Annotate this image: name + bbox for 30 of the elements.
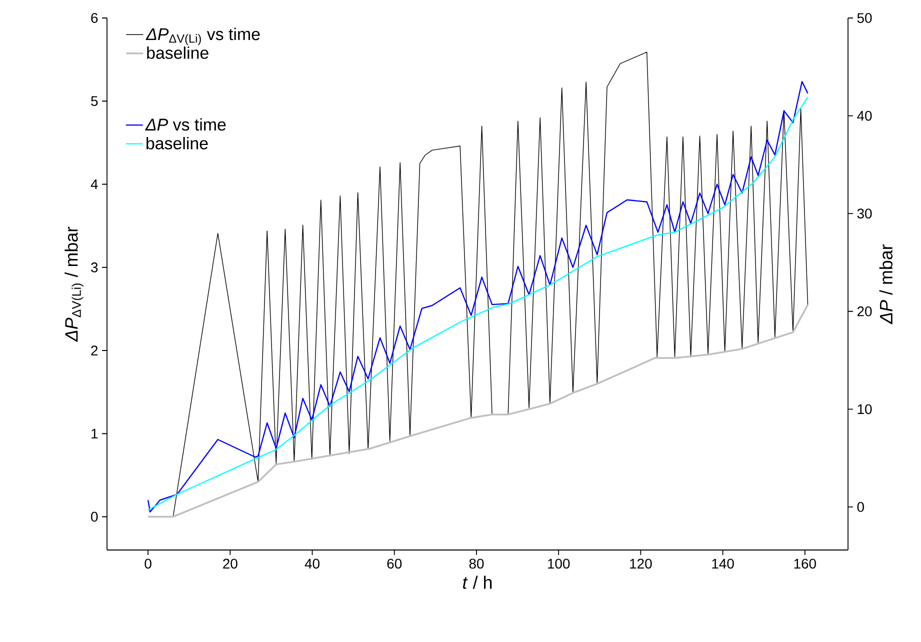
- line-series: [147, 304, 809, 518]
- x-tick-label: 60: [387, 558, 402, 569]
- y2-axis-title: ΔP / mbar: [879, 244, 893, 324]
- y-tick-label: 5: [91, 96, 98, 106]
- y-tick-label: 6: [91, 13, 98, 23]
- y2-tick-label: 10: [858, 404, 872, 414]
- x-tick-label: 120: [630, 558, 652, 569]
- x-tick-label: 160: [794, 558, 816, 569]
- y2-tick-label: 0: [857, 502, 864, 512]
- y2-tick-label: 50: [857, 13, 872, 23]
- y-tick-label: 0: [91, 512, 98, 522]
- legend-label: ΔP vs time: [145, 118, 226, 131]
- x-tick-label: 40: [304, 558, 320, 569]
- y-axis-title: ΔP$_{ΔV(Li)}$ / mbar: [64, 226, 84, 342]
- y2-tick-label: 20: [857, 306, 872, 316]
- legend-label: ΔP$_{ΔV(Li)}$ vs time: [146, 28, 260, 46]
- y-tick-label: 4: [90, 179, 98, 190]
- x-axis-title: t / h: [463, 576, 492, 589]
- y-tick-label: 2: [91, 346, 98, 356]
- y-tick-label: 3: [91, 262, 98, 272]
- x-tick-label: 140: [712, 558, 734, 569]
- legend-label: baseline: [147, 46, 208, 59]
- y-tick-label: 1: [92, 428, 98, 438]
- x-tick-label: 80: [469, 558, 484, 569]
- legend-label: baseline: [146, 136, 208, 150]
- x-tick-label: 0: [144, 558, 152, 569]
- x-tick-label: 100: [548, 558, 570, 569]
- y2-tick-label: 30: [857, 208, 872, 219]
- y2-tick-label: 40: [857, 110, 872, 121]
- x-tick-label: 20: [223, 558, 238, 569]
